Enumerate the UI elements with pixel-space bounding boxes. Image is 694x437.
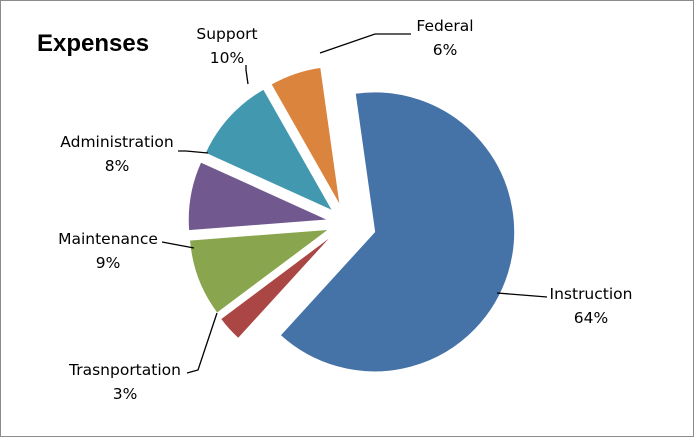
slice-percent-federal: 6% bbox=[433, 41, 458, 59]
slice-label-administration: Administration bbox=[60, 133, 173, 151]
slice-instruction bbox=[279, 91, 516, 373]
leader-lines-layer bbox=[161, 33, 548, 374]
leader-line-administration bbox=[178, 150, 209, 154]
slice-federal bbox=[270, 66, 341, 207]
slice-maintenance bbox=[189, 228, 331, 314]
slice-trasnportation bbox=[219, 234, 334, 340]
slice-percent-trasnportation: 3% bbox=[113, 385, 138, 403]
slice-administration bbox=[187, 161, 329, 232]
leader-line-federal bbox=[319, 33, 411, 54]
slice-label-instruction: Instruction bbox=[550, 285, 633, 303]
leader-line-support bbox=[245, 65, 249, 85]
slice-percent-administration: 8% bbox=[105, 157, 130, 175]
slice-percent-maintenance: 9% bbox=[96, 254, 121, 272]
slice-labels-layer: Instruction 64% Trasnportation 3% Maintenanc… bbox=[58, 17, 632, 403]
slice-label-maintenance: Maintenance bbox=[58, 230, 158, 248]
slices-layer bbox=[187, 66, 516, 373]
slice-percent-support: 10% bbox=[210, 49, 244, 67]
leader-line-trasnportation bbox=[186, 312, 218, 374]
slice-support bbox=[204, 88, 334, 212]
slice-label-support: Support bbox=[196, 25, 257, 43]
slice-label-trasnportation: Trasnportation bbox=[68, 361, 181, 379]
slice-label-federal: Federal bbox=[416, 17, 473, 35]
leader-line-instruction bbox=[496, 292, 548, 298]
chart-title: Expenses bbox=[37, 30, 149, 57]
leader-line-maintenance bbox=[161, 241, 195, 249]
slice-percent-instruction: 64% bbox=[574, 309, 608, 327]
